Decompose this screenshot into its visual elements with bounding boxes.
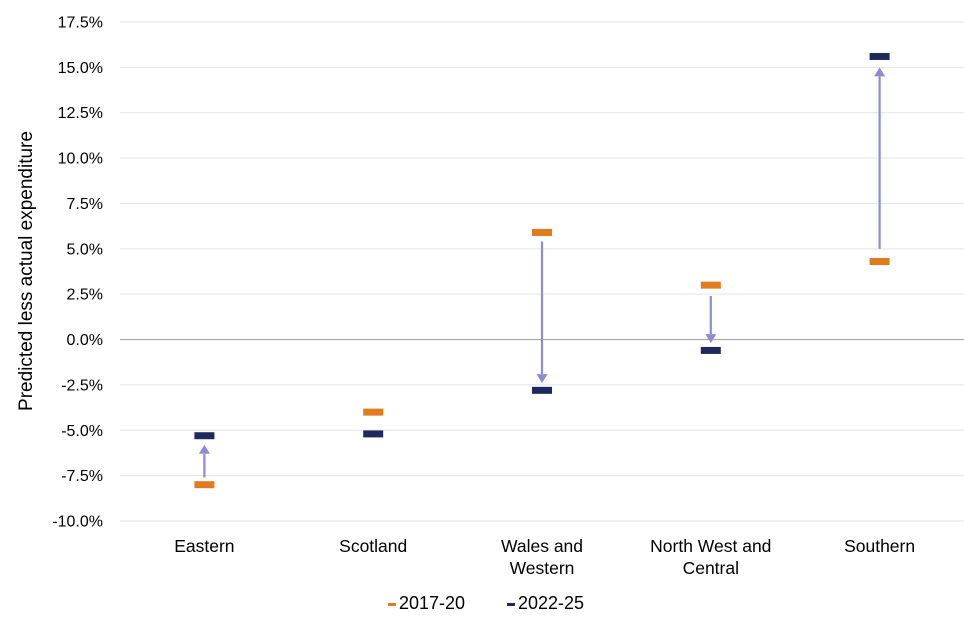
y-tick-label: 2.5% [67,287,103,304]
legend-label: 2022-25 [518,593,584,613]
arrow-head [874,67,886,77]
marker-2022-25 [700,346,721,354]
legend-label: 2017-20 [399,593,465,613]
change-arrows [198,67,886,478]
legend-item: 2017-20 [388,593,465,613]
legend: 2017-20 2022-25 [388,593,584,613]
marker-2017-20 [532,228,552,236]
category-label: Wales and Western [501,536,583,578]
category-label: Eastern [174,536,234,556]
y-tick-label: 17.5% [58,15,103,32]
marker-2017-20 [194,481,215,489]
y-tick-label: -2.5% [61,377,103,394]
y-tick-label: 7.5% [67,196,103,213]
category-label: North West and Central [650,536,771,578]
y-tick-label: 5.0% [67,241,103,258]
y-tick-label: -5.0% [61,423,103,440]
data-markers [194,52,890,489]
marker-2022-25 [532,386,552,394]
marker-2017-20 [869,258,890,266]
y-tick-label: 0.0% [67,332,103,349]
category-label: Southern [844,536,915,556]
y-axis-tick-labels: 17.5% 15.0% 12.5% 10.0% 7.5% 5.0% 2.5% 0.0% -2.5… [52,15,103,531]
y-tick-label: -7.5% [61,468,103,485]
legend-swatch [507,603,515,606]
arrow-head [705,334,717,344]
y-tick-label: -10.0% [52,514,103,531]
legend-item: 2022-25 [507,593,584,613]
y-tick-label: 12.5% [58,105,103,122]
category-label: Scotland [339,536,407,556]
y-tick-label: 15.0% [58,60,103,77]
x-axis-category-labels: Eastern Scotland Wales and Western North Wes… [174,536,915,578]
y-tick-label: 10.0% [58,151,103,168]
arrow-head [536,374,548,384]
marker-2017-20 [363,408,384,416]
marker-2022-25 [363,430,384,438]
y-axis-title: Predicted less actual expenditure [16,131,37,411]
marker-2022-25 [869,52,890,60]
legend-swatch [388,603,396,606]
arrow-head [198,444,210,454]
marker-2022-25 [194,432,215,440]
marker-2017-20 [700,281,721,289]
